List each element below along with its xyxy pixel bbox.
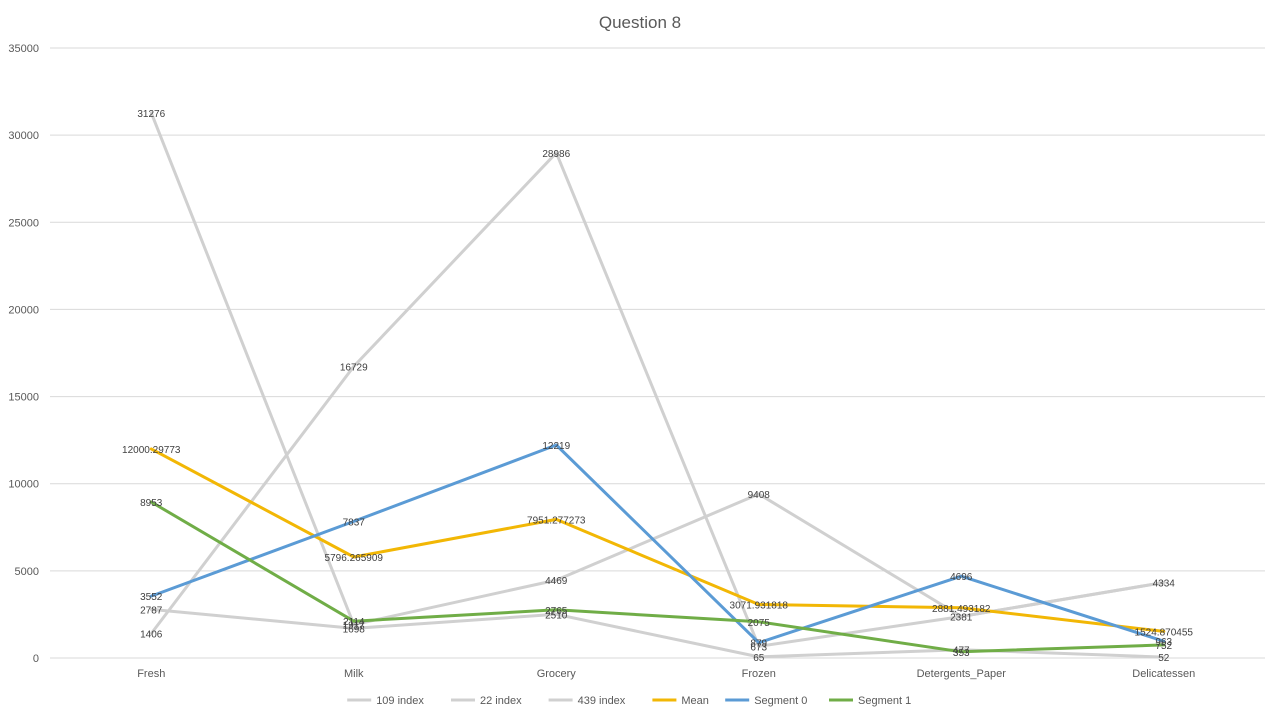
data-label: 16729 [340,362,368,373]
data-label: 8953 [140,498,163,509]
chart-title: Question 8 [599,13,681,32]
y-tick-label: 30000 [8,130,39,142]
y-tick-label: 25000 [8,217,39,229]
data-label: 4469 [545,576,568,587]
series-line-segment-1 [149,500,1166,654]
data-label: 879 [750,639,767,650]
data-label: 673 [750,642,767,653]
data-label: 2381 [950,613,973,624]
series-line-109-index [149,151,1166,648]
data-label: 1524.870455 [1135,627,1194,638]
data-label: 2075 [748,618,771,629]
legend-label: 109 index [376,695,424,707]
series-line-segment-0 [149,443,1166,645]
y-tick-label: 35000 [8,43,39,55]
data-label: 4334 [1153,578,1176,589]
data-label: 963 [1155,637,1172,648]
data-label: 4696 [950,572,973,583]
data-label: 1917 [343,621,366,632]
data-label: 1698 [343,624,366,635]
data-label: 12000.29773 [122,445,181,456]
data-label: 12219 [542,441,570,452]
data-label: 52 [1158,653,1170,664]
data-label: 9408 [748,490,771,501]
x-category-label: Detergents_Paper [917,668,1007,680]
data-label: 31276 [137,109,165,120]
legend-label: Segment 0 [754,695,807,707]
legend-label: Segment 1 [858,695,911,707]
data-label: 2114 [343,617,365,628]
data-label: 7837 [343,517,366,528]
legend-label: 439 index [578,695,626,707]
data-label: 2881.493182 [932,604,991,615]
y-tick-label: 20000 [8,304,39,316]
x-category-label: Delicatessen [1132,668,1195,680]
data-label: 5796.265909 [325,553,384,564]
x-category-label: Grocery [537,668,577,680]
legend-label: 22 index [480,695,522,707]
data-label: 477 [953,646,970,657]
data-label: 752 [1155,641,1172,652]
data-label: 7951.277273 [527,515,586,526]
y-tick-label: 15000 [8,392,39,404]
data-label: 1406 [140,629,163,640]
data-label: 2510 [545,610,568,621]
legend-label: Mean [681,695,709,707]
y-tick-label: 5000 [15,566,39,578]
x-category-label: Milk [344,668,364,680]
data-label: 2787 [140,605,163,616]
series-line-mean [149,447,1166,633]
series-line-22-index [149,111,1166,627]
y-tick-label: 0 [33,653,39,665]
x-category-label: Frozen [742,668,776,680]
data-label: 3071.931818 [730,600,789,611]
data-label: 353 [953,648,970,659]
data-label: 65 [753,653,765,664]
data-label: 2765 [545,606,568,617]
x-category-label: Fresh [137,668,165,680]
data-label: 28986 [542,149,570,160]
data-label: 3552 [140,592,163,603]
y-tick-label: 10000 [8,479,39,491]
